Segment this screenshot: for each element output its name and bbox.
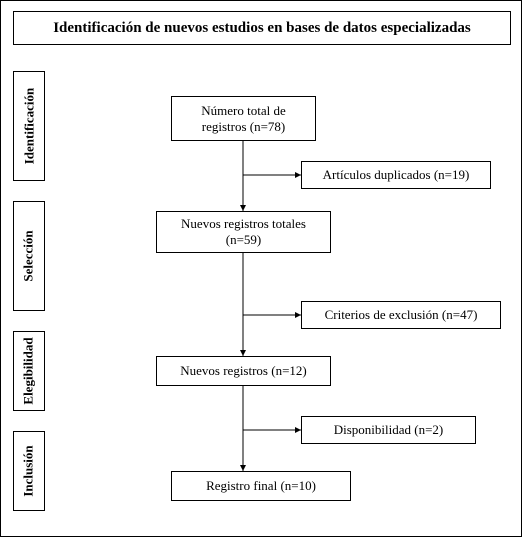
node-nuevos-12: Nuevos registros (n=12) [156, 356, 331, 386]
node-final: Registro final (n=10) [171, 471, 351, 501]
phase-label: Elegibilidad [21, 337, 37, 404]
node-text: Criterios de exclusión (n=47) [325, 307, 478, 323]
node-text: Artículos duplicados (n=19) [323, 167, 470, 183]
title-text: Identificación de nuevos estudios en bas… [53, 19, 471, 37]
node-duplicados: Artículos duplicados (n=19) [301, 161, 491, 189]
node-text: Disponibilidad (n=2) [334, 422, 444, 438]
node-text: Número total de registros (n=78) [178, 103, 309, 134]
phase-elegibilidad: Elegibilidad [13, 331, 45, 411]
flow-arrows [1, 1, 522, 538]
node-exclusion: Criterios de exclusión (n=47) [301, 301, 501, 329]
flowchart-canvas: Identificación de nuevos estudios en bas… [0, 0, 522, 537]
node-disponibilidad: Disponibilidad (n=2) [301, 416, 476, 444]
phase-label: Selección [21, 230, 37, 281]
phase-seleccion: Selección [13, 201, 45, 311]
node-text: Nuevos registros (n=12) [180, 363, 306, 379]
node-nuevos-totales: Nuevos registros totales (n=59) [156, 211, 331, 253]
phase-inclusion: Inclusión [13, 431, 45, 511]
phase-label: Inclusión [21, 445, 37, 496]
node-text: Nuevos registros totales (n=59) [163, 216, 324, 247]
node-total-registros: Número total de registros (n=78) [171, 96, 316, 141]
title-box: Identificación de nuevos estudios en bas… [13, 11, 511, 45]
phase-identificacion: Identificación [13, 71, 45, 181]
node-text: Registro final (n=10) [206, 478, 316, 494]
phase-label: Identificación [21, 88, 37, 165]
